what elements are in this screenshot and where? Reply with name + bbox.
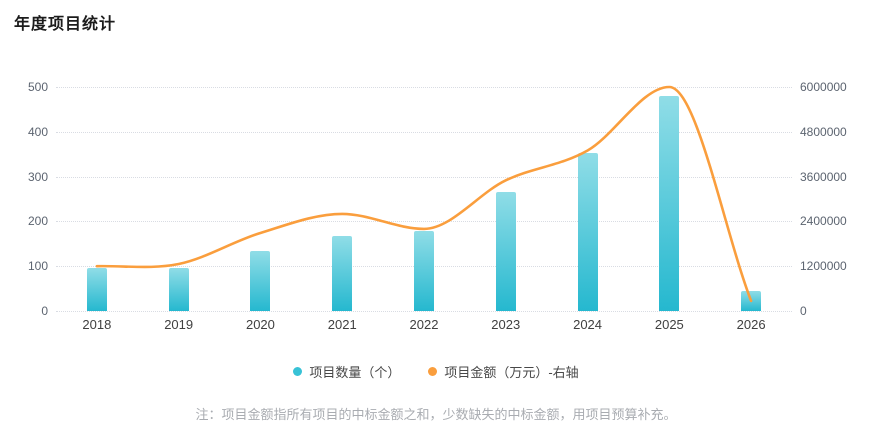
x-tick-2024: 2024: [573, 317, 603, 332]
bar-2024[interactable]: [577, 153, 598, 311]
y-right-tick-3600000: 3600000: [800, 169, 847, 184]
y-right-tick-6000000: 6000000: [800, 80, 847, 94]
bar-2021[interactable]: [332, 235, 353, 311]
legend-dot-amount-icon: [428, 367, 438, 376]
legend-label-count: 项目数量（个）: [309, 365, 401, 380]
legend-dot-count-icon: [293, 367, 303, 376]
footnote: 注：项目金额指所有项目的中标金额之和，少数缺失的中标金额，用项目预算补充。: [195, 407, 677, 422]
legend-item-count[interactable]: 项目数量（个）: [293, 362, 400, 381]
x-tick-2018: 2018: [82, 317, 112, 332]
plot-area: [56, 85, 792, 312]
x-tick-2022: 2022: [409, 317, 439, 332]
legend-label-amount: 项目金额（万元）-右轴: [444, 365, 579, 380]
y-right-tick-2400000: 2400000: [800, 214, 847, 229]
bar-2020[interactable]: [250, 250, 271, 311]
gridline-400: [56, 131, 792, 133]
y-right-tick-4800000: 4800000: [800, 124, 847, 139]
x-tick-2026: 2026: [736, 317, 766, 332]
y-right-tick-0: 0: [800, 304, 807, 318]
bar-2022[interactable]: [414, 231, 434, 311]
y-left-tick-200: 200: [27, 214, 48, 229]
y-right-tick-1200000: 1200000: [800, 259, 847, 274]
gridline-500: [56, 87, 792, 88]
bar-2018[interactable]: [86, 267, 107, 311]
legend-item-amount[interactable]: 项目金额（万元）-右轴: [428, 362, 579, 381]
y-left-tick-300: 300: [27, 169, 48, 184]
y-left-tick-100: 100: [27, 259, 48, 274]
x-tick-2021: 2021: [327, 317, 357, 332]
y-left-tick-400: 400: [27, 124, 48, 139]
x-tick-2019: 2019: [164, 317, 194, 332]
y-left-tick-500: 500: [27, 80, 48, 94]
gridline-200: [56, 221, 792, 223]
bar-2025[interactable]: [659, 95, 680, 311]
amount-line-layer: [95, 85, 753, 303]
y-left-tick-0: 0: [41, 304, 48, 318]
x-tick-2025: 2025: [654, 317, 684, 332]
chart-title: 年度项目统计: [14, 16, 117, 33]
gridline-300: [56, 176, 792, 178]
bar-2019[interactable]: [168, 268, 189, 311]
legend: 项目数量（个） 项目金额（万元）-右轴: [0, 362, 872, 381]
bar-2023[interactable]: [495, 191, 516, 311]
amount-line[interactable]: [95, 85, 753, 303]
x-tick-2023: 2023: [491, 317, 521, 332]
gridline-0: [56, 311, 792, 312]
x-tick-2020: 2020: [245, 317, 275, 332]
